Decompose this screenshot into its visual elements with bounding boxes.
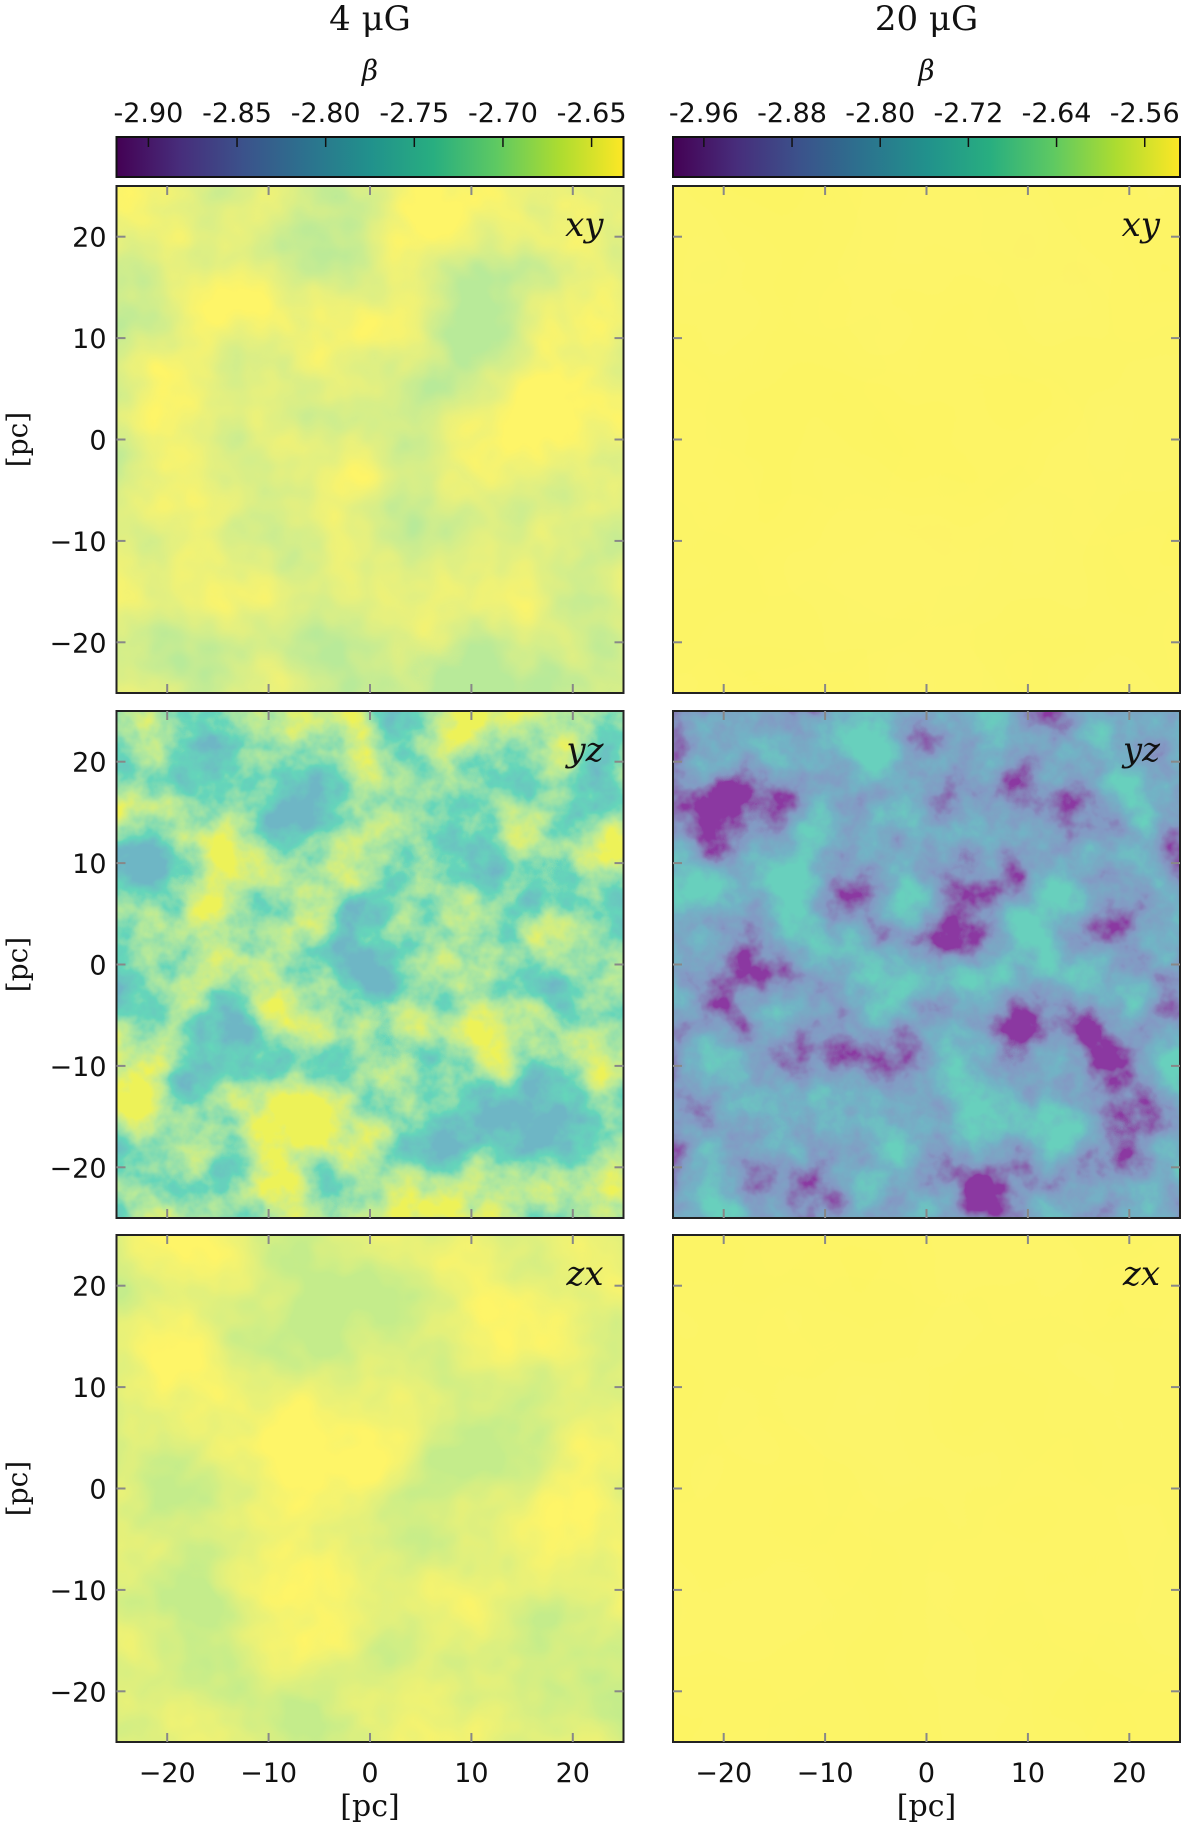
heatmap-image	[116, 186, 624, 693]
x-tick-label: 0	[361, 1758, 378, 1789]
x-tick-label: 20	[556, 1758, 590, 1789]
heatmap-image	[673, 1235, 1180, 1742]
colorbar-tick-label: -2.56	[1110, 98, 1180, 129]
y-tick-label: 10	[72, 324, 106, 355]
x-axis-label: [pc]	[340, 1789, 399, 1824]
colorbar-tick-label: -2.75	[379, 98, 449, 129]
x-tick-label: 20	[1112, 1758, 1146, 1789]
heatmap-image	[116, 1235, 624, 1742]
panel-label: zx	[1122, 1254, 1160, 1294]
x-tick-label: −10	[240, 1758, 297, 1789]
y-axis-label: [pc]	[1, 937, 34, 992]
heatmap-image	[673, 186, 1180, 693]
y-tick-label: −10	[50, 1052, 107, 1083]
colorbar	[115, 136, 625, 178]
y-tick-label: 0	[89, 1475, 106, 1506]
y-tick-label: 20	[72, 223, 106, 254]
x-tick-label: 10	[454, 1758, 488, 1789]
colorbar-tick-label: -2.96	[669, 98, 739, 129]
heatmap-image	[673, 711, 1180, 1218]
y-tick-label: 10	[72, 1373, 106, 1404]
x-axis-label: [pc]	[897, 1789, 956, 1824]
heatmap-image	[116, 711, 624, 1218]
column-title: 4 μG	[329, 0, 411, 39]
y-tick-label: −10	[50, 1576, 107, 1607]
colorbar-tick-label: -2.88	[757, 98, 827, 129]
y-tick-label: −20	[50, 1153, 107, 1184]
x-tick-label: −20	[695, 1758, 752, 1789]
y-tick-label: −20	[50, 628, 107, 659]
colorbar-tick-label: -2.65	[557, 98, 627, 129]
colorbar-label: β	[361, 54, 378, 87]
panel-label: xy	[1122, 205, 1161, 245]
y-tick-label: 20	[72, 1272, 106, 1303]
panel-label: xy	[565, 205, 604, 245]
y-tick-label: −20	[50, 1677, 107, 1708]
y-axis-label: [pc]	[1, 412, 34, 467]
y-tick-label: 10	[72, 849, 106, 880]
y-tick-label: 0	[89, 951, 106, 982]
y-tick-label: 20	[72, 748, 106, 779]
y-tick-label: 0	[89, 426, 106, 457]
x-tick-label: −10	[797, 1758, 854, 1789]
colorbar-tick-label: -2.80	[845, 98, 915, 129]
colorbar-label: β	[917, 54, 934, 87]
colorbar-tick-label: -2.64	[1022, 98, 1092, 129]
colorbar	[672, 136, 1181, 178]
x-tick-label: 0	[918, 1758, 935, 1789]
colorbar-tick-label: -2.72	[933, 98, 1003, 129]
colorbar-tick-label: -2.85	[202, 98, 272, 129]
colorbar-tick-label: -2.90	[113, 98, 183, 129]
colorbar-tick-label: -2.80	[291, 98, 361, 129]
colorbar-tick-label: -2.70	[468, 98, 538, 129]
panel-label: zx	[565, 1254, 603, 1294]
x-tick-label: −20	[139, 1758, 196, 1789]
x-tick-label: 10	[1011, 1758, 1045, 1789]
panel-label: yz	[564, 730, 604, 770]
panel-label: yz	[1121, 730, 1161, 770]
column-title: 20 μG	[875, 0, 978, 39]
y-tick-label: −10	[50, 527, 107, 558]
y-axis-label: [pc]	[1, 1461, 34, 1516]
